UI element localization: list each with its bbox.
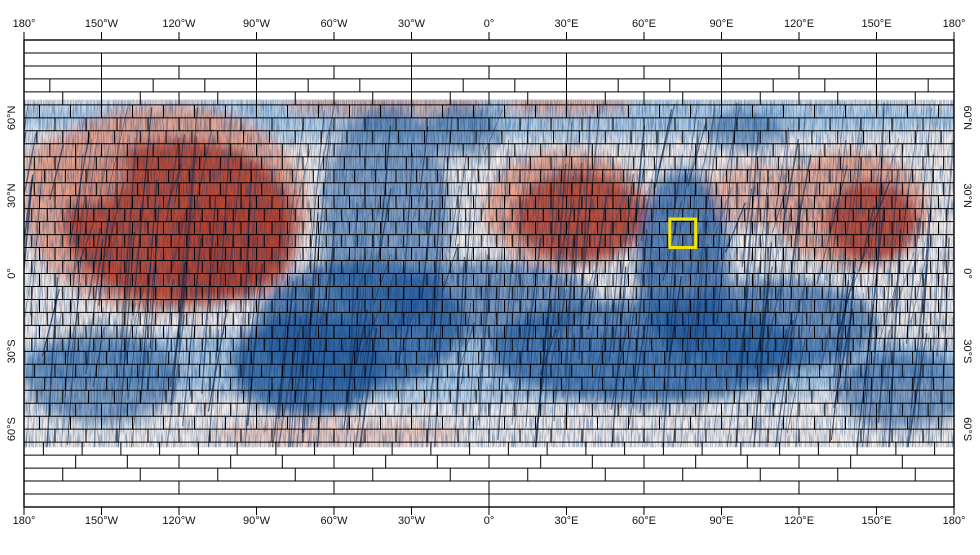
lon-label-top: 30°W (398, 18, 426, 30)
lon-label-top: 60°W (320, 18, 348, 30)
lon-label-top: 90°E (710, 18, 734, 30)
lon-label-top: 30°E (555, 18, 579, 30)
lat-label-right: 60°N (961, 106, 973, 131)
lon-label-bottom: 120°E (784, 515, 814, 527)
lon-label-top: 120°W (162, 18, 196, 30)
lon-label-bottom: 30°E (555, 515, 579, 527)
lon-label-top: 90°W (243, 18, 271, 30)
highlight-box (668, 217, 698, 250)
lat-label-right: 0° (961, 268, 973, 279)
lon-label-bottom: 150°W (85, 515, 119, 527)
lat-label-left: 30°N (6, 183, 18, 208)
lon-label-bottom: 30°W (398, 515, 426, 527)
lon-label-top: 180° (13, 18, 36, 30)
lon-label-bottom: 0° (484, 515, 495, 527)
lon-label-top: 150°W (85, 18, 119, 30)
data-field (24, 99, 954, 448)
lat-label-left: 30°S (6, 339, 18, 363)
lon-label-bottom: 90°W (243, 515, 271, 527)
lat-label-right: 30°N (961, 183, 973, 208)
lat-label-left: 60°S (6, 417, 18, 441)
lon-label-bottom: 120°W (162, 515, 196, 527)
lon-label-bottom: 150°E (861, 515, 891, 527)
lon-label-bottom: 180° (13, 515, 36, 527)
axis-labels: 180° 180° 150°W 150°W 120°W 120°W 90°W 90°W 60°W… (6, 18, 973, 527)
lat-label-right: 60°S (961, 417, 973, 441)
tile-grid (24, 52, 954, 508)
lon-label-top: 150°E (861, 18, 891, 30)
lon-label-bottom: 60°W (320, 515, 348, 527)
lon-label-bottom: 180° (943, 515, 966, 527)
lon-label-bottom: 60°E (632, 515, 656, 527)
lon-label-top: 0° (484, 18, 495, 30)
lon-label-top: 180° (943, 18, 966, 30)
lon-label-top: 60°E (632, 18, 656, 30)
lat-label-left: 60°N (6, 105, 18, 130)
lon-label-top: 120°E (784, 18, 814, 30)
lon-label-bottom: 90°E (710, 515, 734, 527)
lat-label-right: 30°S (961, 339, 973, 363)
lat-label-left: 0° (6, 268, 18, 279)
